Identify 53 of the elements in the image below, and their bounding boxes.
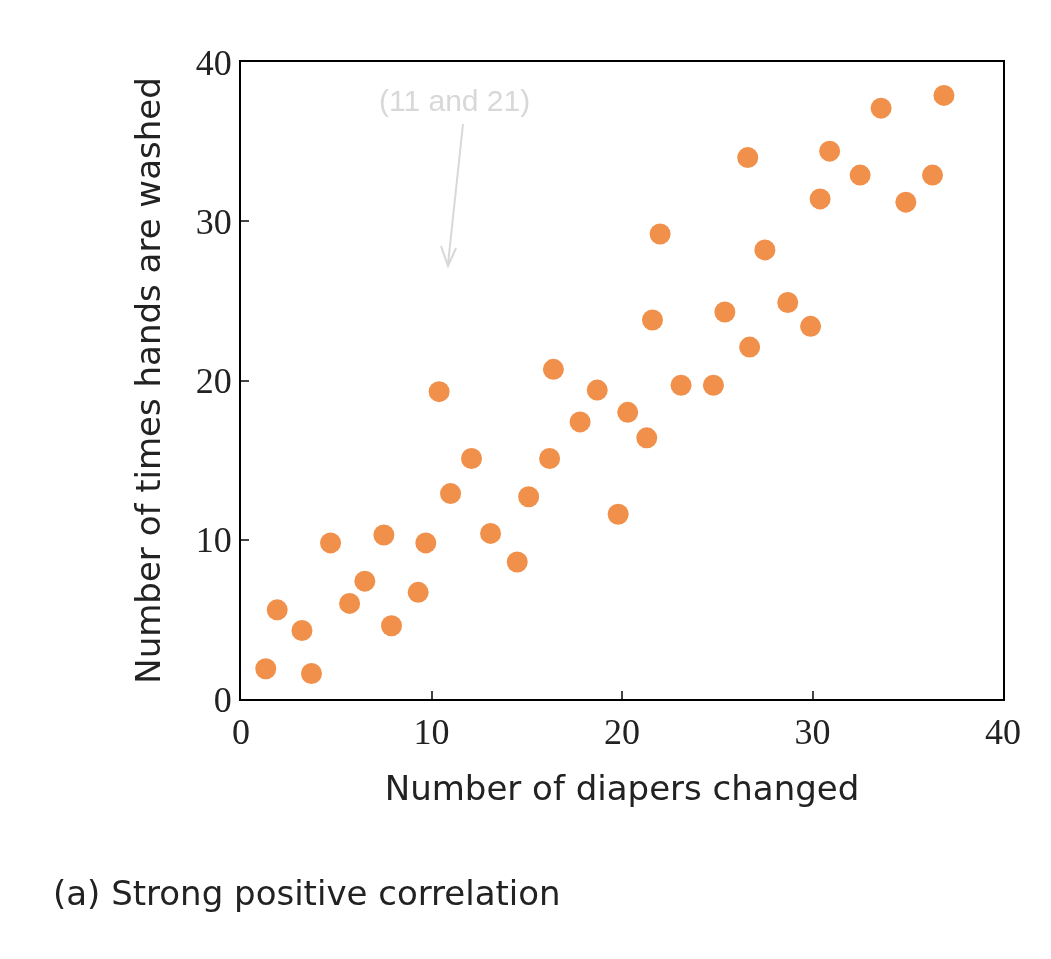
x-tick-label: 10 — [413, 712, 450, 753]
point — [407, 581, 429, 603]
point — [415, 532, 437, 554]
x-tick-label: 30 — [794, 712, 831, 753]
y-tick-label: 30 — [195, 201, 232, 242]
y-tick-label: 40 — [195, 42, 232, 83]
point — [809, 188, 831, 210]
point — [586, 379, 608, 401]
point — [922, 164, 944, 186]
x-tick-label: 40 — [985, 712, 1021, 753]
point — [354, 570, 376, 592]
point — [641, 309, 663, 331]
point — [539, 448, 561, 470]
point — [542, 358, 564, 380]
point — [255, 658, 277, 680]
point — [737, 147, 759, 169]
point — [320, 532, 342, 554]
x-tick-label: 20 — [604, 712, 640, 753]
point — [518, 486, 540, 508]
point — [461, 448, 483, 470]
point — [649, 223, 671, 245]
y-tick-label: 0 — [213, 679, 232, 720]
point — [301, 663, 322, 685]
point — [373, 524, 395, 546]
point — [440, 483, 462, 505]
point — [266, 599, 288, 621]
point — [480, 522, 502, 544]
text: (a) Strong positive correlation — [53, 873, 561, 913]
point — [800, 315, 822, 337]
point — [849, 164, 871, 186]
point — [428, 381, 450, 403]
point — [607, 503, 629, 525]
x-axis-title: Number of diapers changed — [384, 768, 860, 808]
point — [819, 140, 841, 162]
point — [617, 401, 639, 423]
point — [895, 191, 917, 213]
y-tick-label: 10 — [195, 520, 232, 561]
point — [702, 374, 724, 396]
point — [777, 291, 799, 313]
point — [381, 615, 402, 637]
point — [569, 411, 591, 433]
point — [339, 592, 361, 614]
point — [870, 97, 892, 119]
point — [739, 336, 761, 358]
point — [506, 551, 528, 573]
point — [933, 84, 955, 106]
point — [291, 620, 313, 642]
point — [754, 239, 776, 261]
point — [636, 427, 658, 449]
y-axis-title: Number of times hands are washed — [127, 77, 168, 684]
point — [670, 374, 692, 396]
y-tick-label: 20 — [195, 361, 232, 402]
point — [714, 301, 736, 323]
